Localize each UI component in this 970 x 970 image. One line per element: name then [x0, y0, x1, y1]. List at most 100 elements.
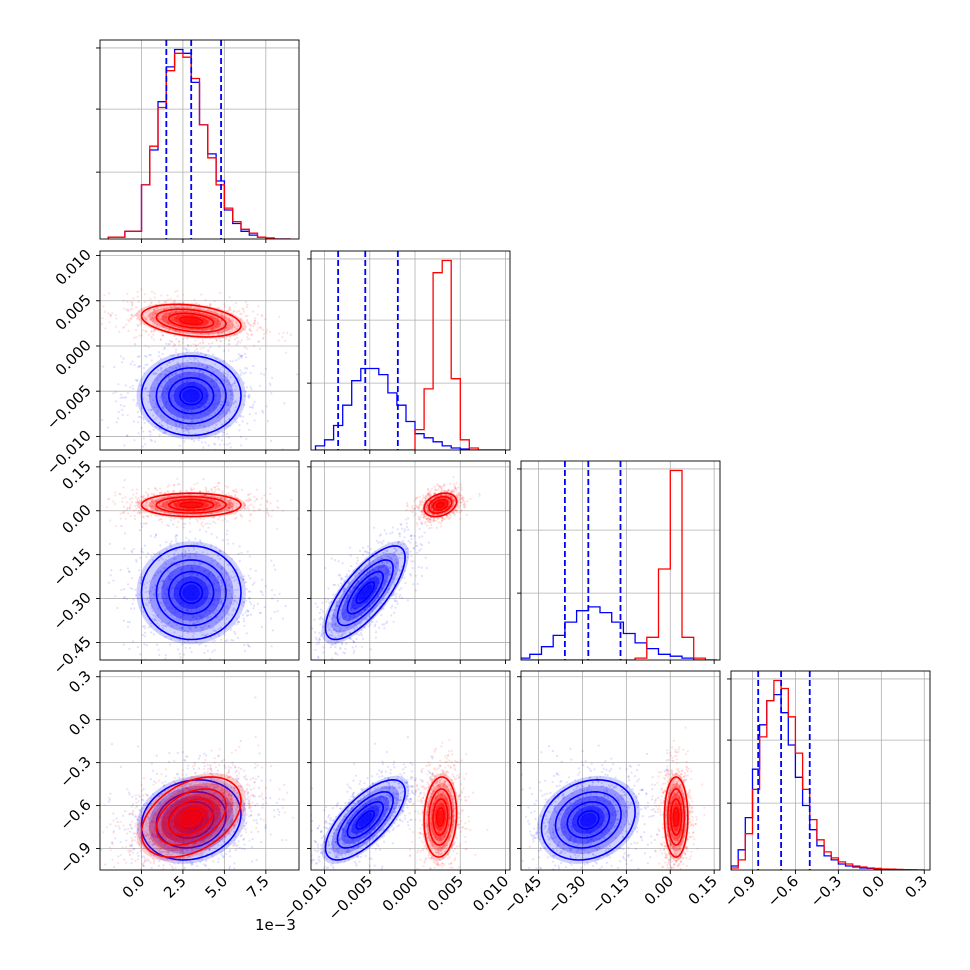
- scatter-point: [183, 500, 186, 503]
- scatter-point: [163, 584, 166, 587]
- scatter-point: [211, 490, 214, 493]
- scatter-point: [245, 599, 248, 602]
- scatter-point: [263, 606, 266, 609]
- scatter-point: [159, 367, 162, 370]
- scatter-point: [155, 406, 158, 409]
- scatter-point: [192, 415, 195, 418]
- scatter-point: [422, 494, 425, 497]
- scatter-point: [209, 522, 212, 526]
- scatter-point: [238, 559, 241, 563]
- scatter-point: [249, 568, 252, 571]
- scatter-point: [240, 329, 243, 332]
- scatter-point: [184, 413, 187, 416]
- scatter-point: [409, 541, 412, 544]
- scatter-point: [337, 573, 340, 577]
- scatter-point: [218, 488, 221, 491]
- scatter-point: [165, 421, 168, 424]
- scatter-point: [231, 383, 235, 386]
- scatter-point: [205, 578, 208, 581]
- scatter-point: [205, 367, 208, 370]
- scatter-point: [175, 424, 178, 428]
- scatter-point: [349, 546, 352, 549]
- scatter-point: [328, 672, 330, 674]
- scatter-point: [162, 320, 165, 323]
- panel-content: [311, 461, 510, 674]
- scatter-point: [243, 581, 246, 584]
- scatter-point: [129, 317, 133, 320]
- scatter-point: [170, 426, 173, 429]
- scatter-point: [173, 582, 176, 586]
- scatter-point: [152, 428, 155, 431]
- scatter-point: [244, 394, 247, 397]
- scatter-point: [362, 637, 365, 640]
- scatter-point: [188, 378, 191, 381]
- scatter-point: [205, 320, 209, 323]
- scatter-point: [151, 414, 154, 417]
- scatter-point: [237, 621, 240, 624]
- scatter-point: [89, 296, 91, 298]
- scatter-point: [178, 374, 181, 377]
- scatter-point: [210, 488, 213, 491]
- scatter-point: [246, 643, 249, 646]
- scatter-point: [261, 315, 264, 318]
- scatter-point: [157, 369, 160, 372]
- scatter-point: [156, 306, 159, 310]
- scatter-point: [211, 380, 214, 383]
- scatter-point: [183, 629, 186, 632]
- scatter-point: [133, 514, 136, 517]
- scatter-point: [136, 378, 139, 382]
- scatter-point: [183, 323, 186, 326]
- scatter-point: [231, 596, 234, 600]
- scatter-point: [227, 309, 230, 312]
- scatter-point: [216, 487, 220, 491]
- scatter-point: [155, 411, 158, 414]
- scatter-point: [144, 491, 147, 494]
- scatter-point: [173, 343, 177, 347]
- scatter-point: [264, 318, 267, 321]
- scatter-point: [219, 323, 222, 326]
- scatter-point: [367, 625, 370, 628]
- scatter-point: [334, 646, 337, 649]
- scatter-point: [203, 494, 207, 497]
- scatter-point: [160, 420, 163, 423]
- scatter-point: [184, 554, 187, 557]
- scatter-point: [209, 597, 212, 600]
- scatter-point: [185, 314, 188, 317]
- scatter-point: [156, 643, 159, 646]
- scatter-point: [223, 518, 227, 521]
- scatter-point: [203, 321, 206, 324]
- scatter-point: [219, 340, 222, 343]
- scatter-point: [204, 611, 207, 615]
- scatter-point: [172, 316, 175, 319]
- scatter-point: [168, 575, 171, 578]
- panel-content: [100, 40, 299, 239]
- scatter-point: [251, 406, 254, 409]
- scatter-point: [158, 318, 161, 321]
- scatter-point: [208, 609, 211, 612]
- scatter-point: [186, 609, 189, 612]
- scatter-point: [178, 326, 181, 329]
- scatter-point: [220, 579, 223, 583]
- scatter-point: [182, 653, 185, 656]
- scatter-point: [92, 388, 94, 390]
- scatter-point: [187, 424, 190, 427]
- scatter-point: [196, 573, 199, 577]
- scatter-point: [126, 434, 129, 437]
- scatter-point: [97, 511, 99, 513]
- scatter-point: [126, 392, 129, 395]
- scatter-point: [199, 333, 203, 336]
- scatter-point: [179, 376, 182, 379]
- scatter-point: [129, 507, 132, 510]
- scatter-point: [139, 495, 142, 498]
- scatter-point: [271, 376, 274, 379]
- scatter-point: [171, 328, 174, 331]
- scatter-point: [247, 333, 250, 336]
- scatter-point: [135, 560, 138, 563]
- scatter-point: [246, 386, 249, 389]
- scatter-point: [165, 593, 168, 596]
- scatter-point: [221, 379, 224, 382]
- scatter-point: [200, 523, 203, 526]
- scatter-point: [248, 396, 251, 399]
- scatter-point: [207, 625, 210, 628]
- scatter-point: [136, 290, 139, 293]
